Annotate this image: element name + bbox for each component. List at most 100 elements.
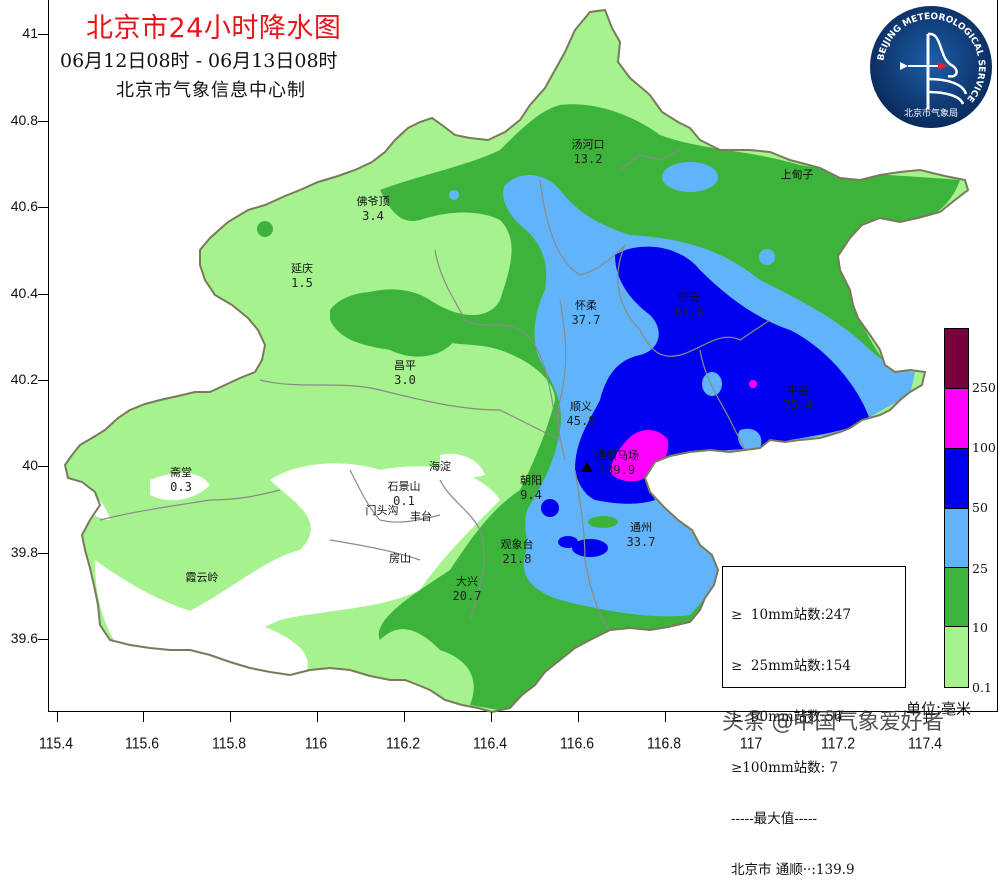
lat-tick-mark (38, 639, 48, 640)
station-precip-value: 83.6 (674, 305, 704, 319)
lon-tick-mark (491, 712, 492, 722)
time-period: 06月12日08时 - 06月13日08时 (60, 50, 338, 72)
station-name: 平谷 (787, 384, 809, 397)
scale-label-250: 250 (972, 380, 996, 395)
lon-tick-label: 116.2 (386, 733, 420, 753)
station-name: 上甸子 (780, 168, 814, 181)
station-precip-value: 20.7 (452, 589, 482, 603)
lon-tick-mark (752, 712, 753, 722)
station-name: 延庆 (291, 262, 313, 275)
station-count-summary: ≥ 10mm站数:247 ≥ 25mm站数:154 ≥ 50mm站数:56 ≥1… (722, 566, 906, 878)
station-precip-value: 33.7 (626, 535, 656, 549)
lat-tick-mark (38, 553, 48, 554)
scale-label-100: 100 (972, 440, 996, 455)
max-station-triangle-icon (581, 462, 593, 472)
station-name: 霞云岭 (185, 571, 219, 584)
lon-tick-label: 115.4 (39, 733, 73, 753)
lat-tick-label: 40 (22, 457, 38, 473)
station-name: 通州 (630, 521, 652, 534)
scale-label-25: 25 (972, 561, 988, 576)
station-label: 朝阳 9.4 (520, 474, 542, 502)
lon-tick-mark (317, 712, 318, 722)
summary-line-50mm: ≥ 50mm站数:56 (731, 709, 843, 725)
scale-label-0.1: 0.1 (972, 680, 992, 695)
lon-tick-mark (404, 712, 405, 722)
station-label: 延庆 1.5 (291, 262, 313, 290)
color-bin-50-100 (945, 449, 968, 509)
station-label: 汤河口 13.2 (572, 138, 605, 166)
station-label: 密云 83.6 (675, 291, 704, 319)
station-name: 怀柔 (575, 299, 597, 312)
lat-tick-mark (38, 466, 48, 467)
station-label: 顺义 45.8 (567, 400, 596, 428)
station-label: 上甸子 (781, 168, 814, 182)
lon-tick-mark (926, 712, 927, 722)
station-precip-value: 3.0 (394, 373, 416, 387)
station-name: 斋堂 (170, 466, 192, 479)
station-label: 丰台 (410, 510, 432, 524)
station-precip-value: 0.1 (393, 494, 415, 508)
color-bin-25-50 (945, 509, 968, 568)
station-label: 房山 (389, 552, 411, 566)
lat-tick-label: 40.8 (10, 112, 38, 128)
station-precip-value: 139.9 (598, 463, 636, 477)
color-bin-0.1-10 (945, 627, 968, 687)
station-precip-value: 9.4 (520, 488, 542, 502)
station-name: 门头沟 (365, 504, 399, 517)
scale-label-10: 10 (972, 620, 988, 635)
station-name: 通顺马场 (595, 449, 639, 462)
station-name: 丰台 (410, 510, 432, 523)
station-label: 霞云岭 (186, 571, 219, 585)
lon-tick-mark (839, 712, 840, 722)
station-label: 怀柔 37.7 (572, 299, 601, 327)
lat-tick-mark (38, 207, 48, 208)
lat-tick-mark (38, 34, 48, 35)
lon-tick-label: 117.4 (908, 733, 942, 753)
station-precip-value: 21.8 (502, 552, 532, 566)
color-scale-bar (944, 328, 969, 688)
map-plot-frame (48, 0, 998, 712)
station-precip-value: 45.8 (566, 414, 596, 428)
lat-tick-mark (38, 294, 48, 295)
lat-tick-mark (38, 121, 48, 122)
station-label: 大兴 20.7 (453, 575, 482, 603)
lat-tick-label: 40.2 (10, 371, 38, 387)
station-precip-value: 75.4 (783, 398, 813, 412)
svg-text:北京市气象局: 北京市气象局 (904, 107, 958, 119)
lat-tick-label: 41 (22, 25, 38, 41)
lat-tick-label: 40.6 (10, 198, 38, 214)
lon-tick-label: 116.6 (560, 733, 594, 753)
station-label: 石景山 0.1 (388, 480, 421, 508)
color-bin-10-25 (945, 568, 968, 627)
station-precip-value: 0.3 (170, 480, 192, 494)
station-label: 海淀 (429, 460, 451, 474)
station-name: 海淀 (429, 460, 451, 473)
lon-tick-mark (230, 712, 231, 722)
summary-line-25mm: ≥ 25mm站数:154 (731, 658, 851, 674)
station-precip-value: 3.4 (362, 209, 384, 223)
summary-max-value: 北京市 通顺··:139.9 (731, 862, 855, 878)
lat-tick-label: 39.6 (10, 630, 38, 646)
lon-tick-label: 115.8 (212, 733, 246, 753)
lon-tick-mark (143, 712, 144, 722)
station-label: 昌平 3.0 (394, 359, 416, 387)
station-name: 顺义 (570, 400, 592, 413)
lon-tick-label: 117 (739, 733, 763, 753)
lon-tick-mark (57, 712, 58, 722)
station-name: 佛爷顶 (356, 195, 390, 208)
summary-max-header: -----最大值----- (731, 811, 818, 827)
station-name: 昌平 (394, 359, 416, 372)
watermark: 头条 @中国气象爱好者 (722, 710, 944, 735)
summary-line-10mm: ≥ 10mm站数:247 (731, 607, 851, 623)
lon-tick-label: 116.8 (647, 733, 681, 753)
station-label: 观象台 21.8 (501, 538, 534, 566)
lat-tick-label: 40.4 (10, 285, 38, 301)
lon-tick-mark (665, 712, 666, 722)
lat-tick-label: 39.8 (10, 544, 38, 560)
station-name: 大兴 (456, 575, 478, 588)
lon-tick-label: 115.6 (125, 733, 159, 753)
color-bin-250plus (945, 329, 968, 389)
station-label: 斋堂 0.3 (170, 466, 192, 494)
station-label: 通州 33.7 (627, 521, 656, 549)
color-bin-100-250 (945, 389, 968, 449)
